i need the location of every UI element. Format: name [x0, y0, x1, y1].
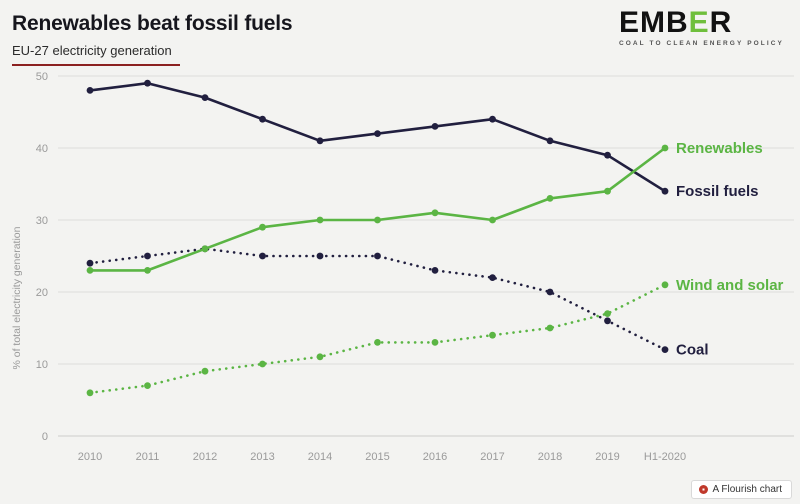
subtitle-underline	[12, 64, 180, 66]
data-point[interactable]	[86, 267, 94, 274]
data-point[interactable]	[259, 115, 266, 123]
y-tick-label-0: 0	[42, 431, 48, 443]
data-point[interactable]	[144, 267, 151, 274]
data-point[interactable]	[431, 267, 439, 274]
ember-logo-tagline: COAL TO CLEAN ENERGY POLICY	[618, 40, 784, 47]
data-point[interactable]	[604, 187, 611, 195]
data-point[interactable]	[489, 115, 496, 123]
data-point[interactable]	[431, 123, 439, 130]
x-tick-label-2010: 2010	[78, 451, 102, 463]
data-point[interactable]	[201, 245, 209, 253]
data-point[interactable]	[316, 353, 324, 361]
data-point[interactable]	[201, 367, 209, 375]
data-point[interactable]	[546, 324, 554, 332]
ember-logo-text: EMBER	[619, 8, 784, 38]
data-point[interactable]	[604, 151, 611, 159]
y-tick-label-40: 40	[36, 143, 48, 155]
data-point[interactable]	[374, 130, 381, 137]
data-point[interactable]	[144, 382, 151, 389]
logo-part-3: R	[709, 6, 733, 39]
flourish-credit-badge[interactable]: A Flourish chart	[690, 480, 792, 499]
data-point[interactable]	[546, 137, 554, 145]
x-tick-label-2014: 2014	[308, 451, 332, 463]
series-line-coal	[88, 247, 667, 351]
series-label-renewables: Renewables	[676, 140, 763, 157]
data-point[interactable]	[546, 288, 554, 296]
data-point[interactable]	[661, 187, 669, 195]
logo-part-1: EMB	[618, 6, 689, 39]
series-line-wind-and-solar	[88, 283, 667, 395]
data-point[interactable]	[316, 252, 324, 260]
data-point[interactable]	[259, 223, 266, 231]
y-tick-label-30: 30	[36, 215, 48, 227]
data-point[interactable]	[489, 216, 496, 224]
chart-subtitle: EU-27 electricity generation	[12, 43, 172, 58]
data-point[interactable]	[316, 137, 324, 145]
data-point[interactable]	[259, 252, 266, 260]
data-point[interactable]	[604, 317, 611, 325]
data-point[interactable]	[604, 310, 611, 317]
y-tick-label-10: 10	[36, 359, 48, 371]
series-line-fossil-fuels	[89, 81, 666, 193]
data-point[interactable]	[661, 144, 669, 152]
x-tick-label-2016: 2016	[423, 451, 447, 463]
data-point[interactable]	[374, 216, 381, 224]
data-point[interactable]	[374, 339, 381, 346]
data-point[interactable]	[144, 252, 151, 260]
x-tick-label-2018: 2018	[538, 451, 562, 463]
x-tick-label-2017: 2017	[480, 451, 504, 463]
flourish-credit-label: A Flourish chart	[712, 484, 782, 495]
series-label-wind-and-solar: Wind and solar	[676, 277, 784, 294]
y-tick-label-50: 50	[36, 71, 48, 83]
data-point[interactable]	[661, 281, 669, 289]
data-point[interactable]	[86, 87, 94, 94]
x-tick-label-2011: 2011	[136, 451, 160, 463]
y-axis-label: % of total electricity generation	[11, 226, 23, 369]
logo-part-2-green: E	[688, 6, 710, 39]
ember-logo: EMBER COAL TO CLEAN ENERGY POLICY	[618, 8, 784, 48]
x-tick-label-2015: 2015	[365, 451, 389, 463]
page-title: Renewables beat fossil fuels	[12, 12, 293, 35]
data-point[interactable]	[86, 259, 94, 267]
x-tick-label-2013: 2013	[250, 451, 274, 463]
series-label-coal: Coal	[676, 342, 709, 359]
chart-area: 0 10 20 30 40 50 2010 2011 2012 2013 2014 2015 2016 2…	[0, 58, 800, 474]
data-point[interactable]	[489, 274, 496, 281]
data-point[interactable]	[144, 79, 151, 87]
data-point[interactable]	[316, 216, 324, 224]
x-tick-label-2019: 2019	[595, 451, 619, 463]
flourish-logo-icon	[698, 485, 708, 494]
data-point[interactable]	[431, 209, 439, 217]
series-label-fossil-fuels: Fossil fuels	[676, 183, 759, 200]
chart-header: Renewables beat fossil fuels EU-27 elect…	[0, 0, 800, 66]
x-tick-label-H1-2020: H1-2020	[644, 451, 686, 463]
x-tick-label-2012: 2012	[193, 451, 217, 463]
data-point[interactable]	[86, 389, 94, 397]
data-point[interactable]	[661, 346, 669, 353]
data-point[interactable]	[431, 339, 439, 346]
line-chart: 0 10 20 30 40 50 2010 2011 2012 2013 2014 2015 2016 2…	[11, 71, 794, 463]
y-tick-label-20: 20	[36, 287, 48, 299]
data-point[interactable]	[201, 94, 209, 101]
data-point[interactable]	[546, 195, 554, 202]
data-point[interactable]	[489, 331, 496, 339]
data-point[interactable]	[259, 360, 266, 368]
footer: A Flourish chart	[0, 478, 800, 504]
data-point[interactable]	[374, 252, 381, 260]
